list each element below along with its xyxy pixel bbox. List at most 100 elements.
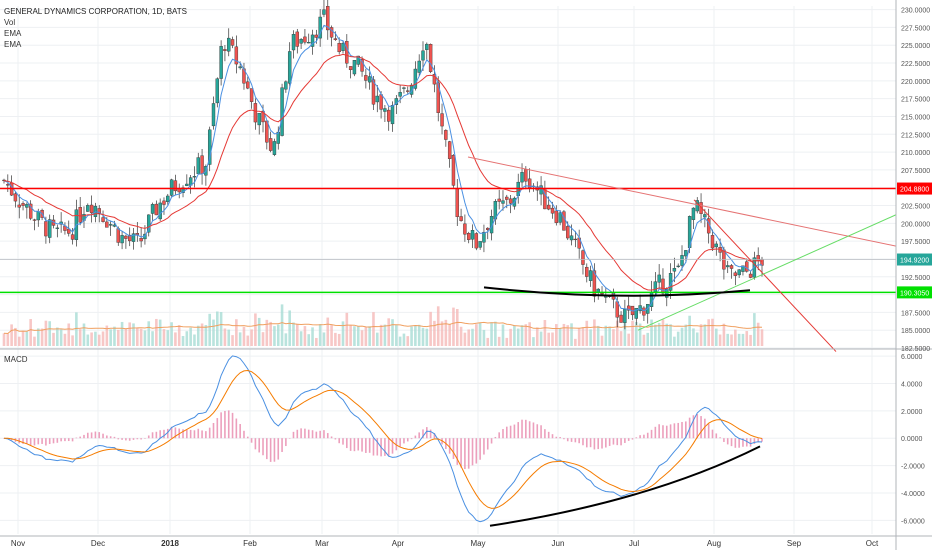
macd-hist-bar-102 — [391, 438, 394, 454]
candle-body-64 — [246, 81, 250, 89]
volume-ma-line — [3, 321, 763, 335]
volume-bar-99 — [379, 324, 383, 346]
volume-bar-187 — [714, 328, 718, 346]
macd-hist-bar-189 — [723, 438, 725, 442]
volume-bar-65 — [250, 329, 253, 346]
downtrend-line-short — [693, 199, 837, 352]
volume-bar-159 — [608, 326, 611, 346]
symbol-title: GENERAL DYNAMICS CORPORATION, 1D, BATS — [4, 7, 187, 16]
macd-hist-bar-181 — [692, 415, 695, 439]
volume-bar-178 — [680, 327, 684, 346]
candle-body-126 — [482, 231, 486, 243]
candle-body-71 — [272, 141, 277, 155]
price-tick-8: 210.0000 — [901, 150, 930, 157]
macd-hist-bar-50 — [193, 430, 196, 439]
volume-bar-17 — [67, 323, 71, 346]
macd-hist-bar-139 — [532, 422, 535, 439]
candle-body-20 — [78, 207, 82, 223]
candle-body-81 — [310, 34, 315, 47]
candle-body-82 — [314, 34, 319, 38]
candle-body-164 — [626, 305, 631, 311]
candle-body-85 — [326, 6, 330, 31]
volume-bar-107 — [410, 326, 413, 346]
volume-bar-166 — [635, 322, 638, 346]
macd-tick-6: -6.0000 — [901, 518, 925, 525]
volume-bar-123 — [471, 328, 474, 346]
price-tick-5: 217.5000 — [901, 97, 930, 104]
macd-hist-bar-162 — [620, 438, 622, 446]
volume-bar-196 — [749, 334, 752, 346]
candle-body-74 — [284, 81, 288, 90]
macd-hist-bar-166 — [635, 437, 638, 439]
volume-bar-44 — [170, 322, 173, 346]
volume-bar-39 — [151, 331, 154, 346]
macd-hist-bar-112 — [429, 429, 432, 439]
candle-body-117 — [447, 141, 452, 159]
volume-bar-142 — [543, 320, 547, 346]
macd-hist-bar-60 — [231, 412, 234, 439]
volume-bar-189 — [722, 323, 726, 346]
candle-body-123 — [470, 230, 475, 240]
price-tick-13: 197.5000 — [901, 239, 930, 246]
macd-hist-bar-152 — [582, 438, 584, 446]
macd-hist-bar-10 — [41, 438, 43, 444]
candle-body-107 — [409, 84, 414, 95]
candle-body-92 — [352, 60, 357, 75]
macd-hist-bar-96 — [368, 438, 371, 453]
volume-bar-127 — [486, 337, 490, 346]
macd-hist-bar-16 — [64, 438, 66, 442]
candle-body-70 — [268, 138, 273, 151]
macd-hist-bar-73 — [281, 438, 283, 452]
volume-bar-33 — [128, 322, 131, 346]
volume-bar-91 — [349, 325, 352, 346]
macd-hist-bar-25 — [98, 432, 101, 439]
candle-body-65 — [249, 88, 254, 102]
candle-body-182 — [695, 200, 699, 212]
candle-body-66 — [253, 103, 258, 123]
candle-body-67 — [257, 113, 261, 126]
candle-body-176 — [672, 268, 677, 272]
volume-bar-171 — [654, 324, 657, 346]
volume-bar-28 — [109, 329, 112, 346]
candle-body-30 — [116, 228, 120, 243]
macd-hist-bar-138 — [528, 421, 531, 439]
macd-hist-bar-193 — [738, 438, 740, 448]
macd-hist-bar-108 — [414, 435, 417, 439]
volume-bar-184 — [703, 324, 707, 346]
price-tick-7: 212.5000 — [901, 132, 930, 139]
candle-body-133 — [508, 198, 513, 204]
price-tick-1: 227.5000 — [901, 25, 930, 32]
price-tick-2: 225.0000 — [901, 43, 930, 50]
candle-body-171 — [653, 281, 658, 292]
macd-hist-bar-153 — [585, 438, 588, 448]
candle-body-95 — [364, 75, 368, 81]
candle-body-187 — [714, 243, 718, 248]
volume-bar-8 — [33, 336, 36, 346]
candle-body-131 — [501, 200, 505, 204]
macd-hist-bar-71 — [273, 438, 276, 462]
macd-hist-bar-148 — [566, 438, 569, 442]
macd-hist-bar-170 — [650, 429, 653, 439]
candle-body-8 — [32, 219, 37, 221]
volume-bar-88 — [337, 333, 341, 346]
macd-hist-bar-36 — [140, 438, 142, 440]
candle-body-5 — [21, 203, 25, 206]
volume-bar-157 — [600, 335, 604, 346]
volume-bar-195 — [745, 331, 749, 346]
macd-hist-bar-157 — [601, 438, 603, 449]
macd-hist-bar-137 — [525, 419, 527, 439]
macd-hist-bar-179 — [685, 421, 687, 439]
macd-hist-bar-84 — [323, 430, 325, 439]
candle-body-101 — [387, 109, 391, 122]
macd-hist-bar-195 — [745, 438, 748, 447]
macd-hist-bar-127 — [486, 438, 489, 450]
volume-bar-180 — [688, 315, 691, 346]
candle-body-90 — [345, 41, 349, 64]
volume-bar-20 — [78, 329, 82, 346]
candle-body-178 — [680, 255, 684, 266]
volume-bar-56 — [216, 311, 219, 346]
macd-hist-bar-35 — [136, 438, 139, 440]
macd-hist-bar-101 — [387, 438, 390, 457]
